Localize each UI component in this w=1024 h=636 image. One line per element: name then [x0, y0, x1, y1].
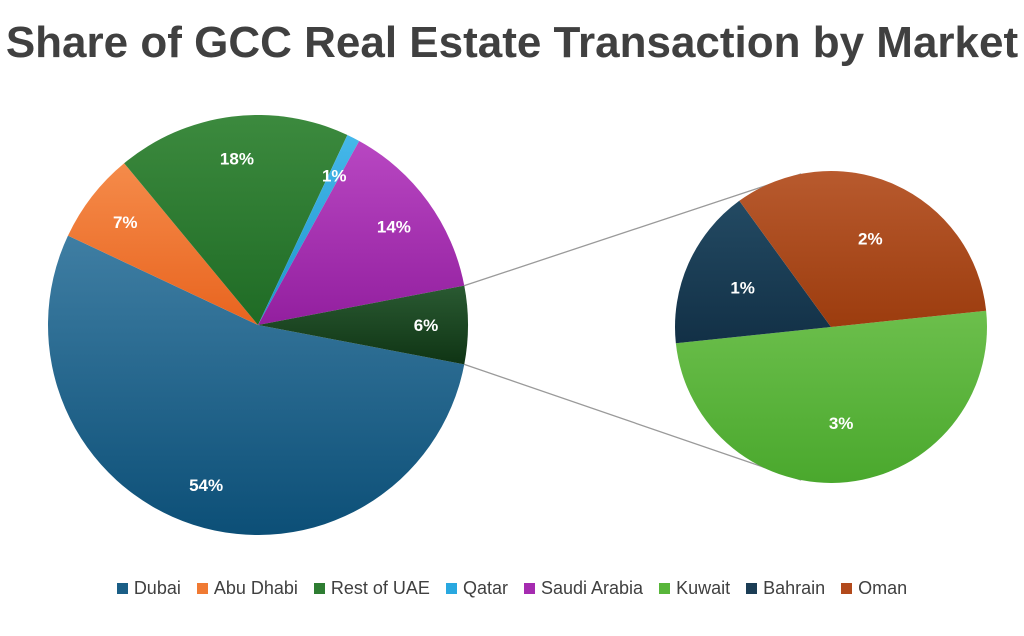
main-slice-saudi-arabia [258, 140, 465, 325]
legend-label-abu-dhabi: Abu Dhabi [213, 578, 298, 598]
legend-item-kuwait: Kuwait [659, 578, 730, 599]
main-slice-other-kuwait-bahrain-oman [258, 285, 468, 365]
main-label-abu-dhabi: 7% [113, 213, 138, 232]
main-pie: 54% 7% 18% 1% 14% 6% [47, 114, 468, 535]
legend-item-bahrain: Bahrain [746, 578, 825, 599]
connector-line-bottom [464, 363, 802, 481]
secondary-slice-kuwait [675, 310, 987, 483]
main-slice-dubai [47, 235, 465, 535]
main-slice-qatar [258, 134, 360, 325]
main-label-dubai: 54% [189, 476, 223, 495]
main-slice-abu-dhabi [67, 163, 258, 325]
legend-swatch-qatar [445, 583, 457, 594]
legend-item-rest-of-uae: Rest of UAE [313, 578, 430, 599]
secondary-label-oman: 2% [858, 230, 883, 249]
legend-label-qatar: Qatar [462, 578, 508, 598]
secondary-label-bahrain: 1% [730, 279, 755, 298]
secondary-slice-oman [739, 170, 987, 327]
legend-swatch-kuwait [659, 583, 671, 594]
legend-swatch-rest-of-uae [313, 583, 325, 594]
secondary-slice-bahrain [675, 200, 831, 344]
legend-item-oman: Oman [841, 578, 907, 599]
legend-label-kuwait: Kuwait [676, 578, 731, 598]
main-slice-rest-of-uae [124, 114, 348, 325]
legend-label-bahrain: Bahrain [763, 578, 826, 598]
main-label-saudi-arabia: 14% [377, 217, 411, 236]
legend-item-saudi-arabia: Saudi Arabia [523, 578, 644, 599]
legend-swatch-bahrain [746, 583, 758, 594]
legend-swatch-abu-dhabi [196, 583, 208, 594]
legend-label-saudi-arabia: Saudi Arabia [540, 578, 644, 598]
legend-swatch-dubai [116, 583, 128, 594]
chart-legend: Dubai Abu Dhabi Rest of UAE Qatar Saudi Arab… [0, 578, 1024, 599]
connector-line-top [464, 173, 802, 287]
legend-label-oman: Oman [858, 578, 908, 598]
main-label-rest-of-uae: 18% [220, 149, 254, 168]
main-label-qatar: 1% [322, 166, 347, 185]
legend-swatch-saudi-arabia [523, 583, 535, 594]
legend-item-qatar: Qatar [445, 578, 508, 599]
secondary-pie: 3% 1% 2% [675, 170, 987, 483]
main-label-other-kuwait-bahrain-oman: 6% [414, 316, 439, 335]
chart-title: Share of GCC Real Estate Transaction by … [5, 18, 1019, 67]
legend-label-rest-of-uae: Rest of UAE [330, 578, 430, 598]
legend-label-dubai: Dubai [133, 578, 181, 598]
legend-item-abu-dhabi: Abu Dhabi [196, 578, 298, 599]
connector-lines [464, 173, 802, 481]
secondary-label-kuwait: 3% [829, 414, 854, 433]
legend-swatch-oman [841, 583, 853, 594]
legend-item-dubai: Dubai [116, 578, 181, 599]
